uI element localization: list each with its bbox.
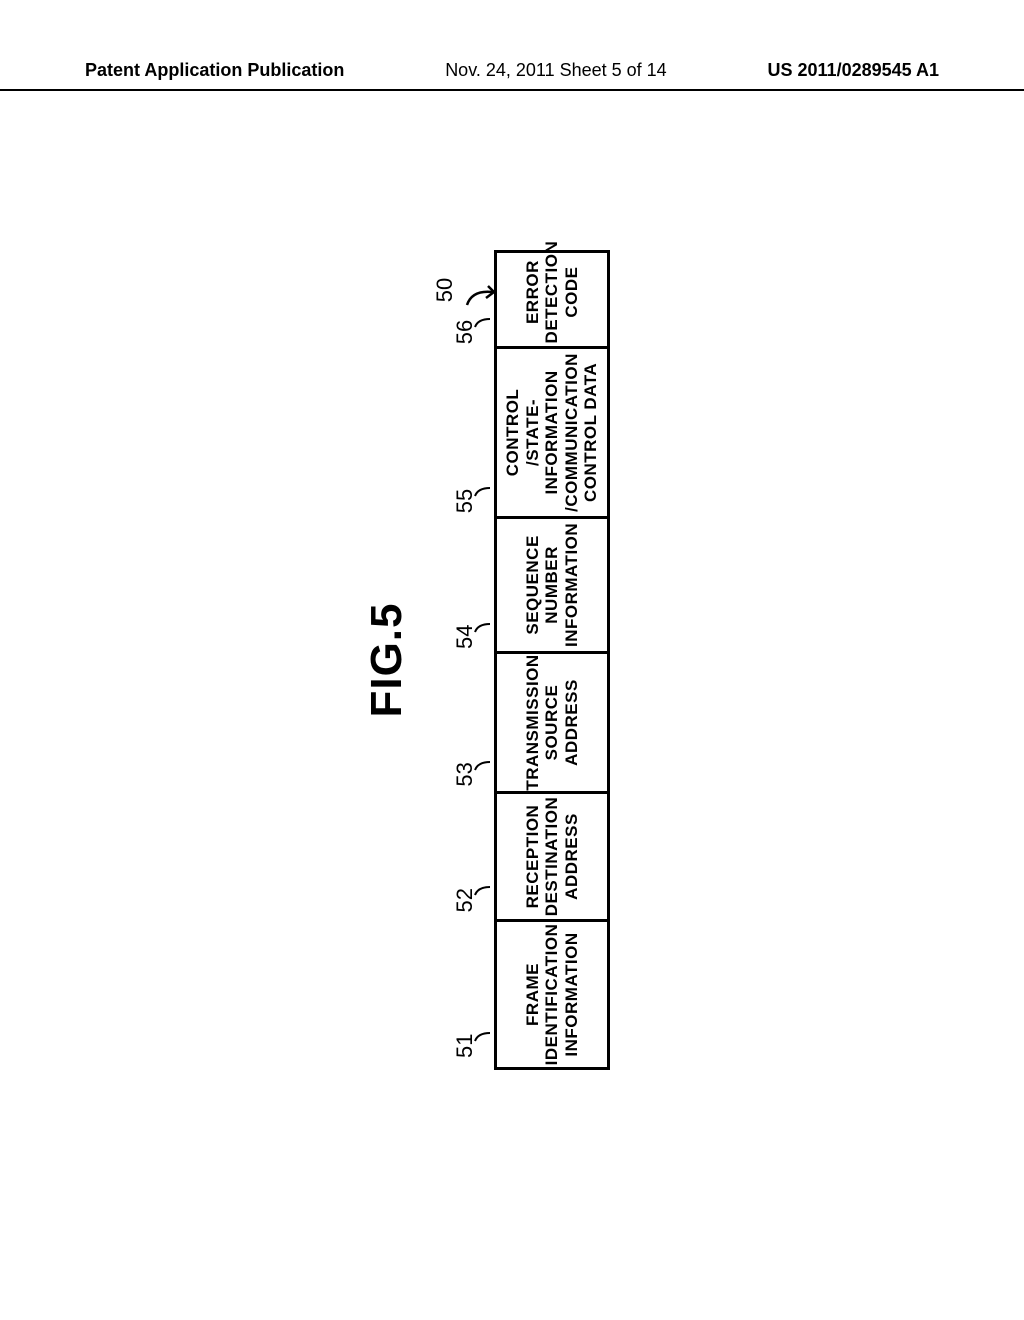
frame-field-cell: SEQUENCE NUMBER INFORMATION <box>497 516 607 651</box>
page-header: Patent Application Publication Nov. 24, … <box>0 60 1024 91</box>
frame-field-cell: CONTROL /STATE-INFORMATION /COMMUNICATIO… <box>497 346 607 516</box>
lead-line-icon <box>472 308 494 330</box>
frame-field-label: FRAME IDENTIFICATION INFORMATION <box>523 924 582 1066</box>
header-center-text: Nov. 24, 2011 Sheet 5 of 14 <box>445 60 667 81</box>
figure-rotated: FIG.5 50 51 52 53 54 <box>362 250 662 1070</box>
lead-line-icon <box>472 1022 494 1044</box>
header-left-text: Patent Application Publication <box>85 60 344 81</box>
figure-title: FIG.5 <box>362 602 412 717</box>
frame-field-label: CONTROL /STATE-INFORMATION /COMMUNICATIO… <box>503 353 601 512</box>
ref-cell: 56 <box>452 250 492 356</box>
frame-field-label: ERROR DETECTION CODE <box>523 241 582 344</box>
ref-cell: 54 <box>452 525 492 661</box>
frame-field-cell: RECEPTION DESTINATION ADDRESS <box>497 791 607 919</box>
ref-cell: 52 <box>452 799 492 925</box>
ref-numbers-row: 51 52 53 54 55 56 <box>452 250 492 1070</box>
frame-structure-table: FRAME IDENTIFICATION INFORMATION RECEPTI… <box>494 250 610 1070</box>
lead-line-icon <box>472 477 494 499</box>
ref-cell: 51 <box>452 925 492 1071</box>
ref-cell: 53 <box>452 661 492 799</box>
figure-container: FIG.5 50 51 52 53 54 <box>102 510 922 810</box>
frame-field-cell: ERROR DETECTION CODE <box>497 238 607 346</box>
frame-field-label: SEQUENCE NUMBER INFORMATION <box>523 523 582 647</box>
frame-field-cell: TRANSMISSION SOURCE ADDRESS <box>497 651 607 791</box>
frame-field-cell: FRAME IDENTIFICATION INFORMATION <box>497 919 607 1067</box>
ref-cell: 55 <box>452 356 492 525</box>
header-right-text: US 2011/0289545 A1 <box>768 60 939 81</box>
frame-field-label: RECEPTION DESTINATION ADDRESS <box>523 797 582 916</box>
lead-line-icon <box>472 613 494 635</box>
lead-line-icon <box>472 877 494 899</box>
frame-field-label: TRANSMISSION SOURCE ADDRESS <box>523 654 582 790</box>
lead-line-icon <box>472 751 494 773</box>
